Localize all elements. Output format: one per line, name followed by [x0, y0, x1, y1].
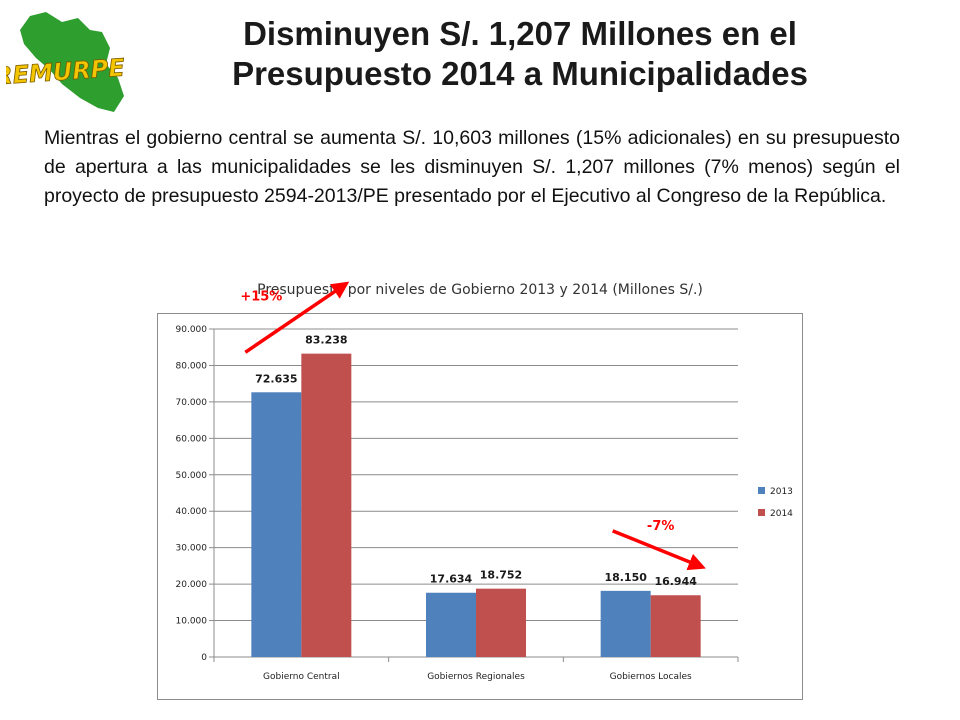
legend-label: 2013 [770, 487, 793, 497]
bar-2014 [301, 353, 352, 657]
change-annotation: +15% [240, 290, 282, 305]
y-tick-label: 30.000 [176, 544, 208, 554]
bar-2013 [251, 392, 302, 657]
change-arrow [612, 529, 706, 571]
y-tick-label: 40.000 [176, 507, 208, 517]
y-tick-label: 0 [201, 653, 207, 663]
y-tick-label: 50.000 [176, 471, 208, 481]
chart-title: Presupuesto por niveles de Gobierno 2013… [257, 282, 703, 298]
data-label: 17.634 [430, 573, 473, 586]
title-line-1: Disminuyen S/. 1,207 Millones en el [243, 15, 797, 52]
y-tick-label: 10.000 [176, 617, 208, 627]
legend-label: 2014 [770, 509, 793, 519]
change-annotation: -7% [647, 519, 674, 534]
change-arrow [244, 281, 350, 354]
x-tick-label: Gobierno Central [263, 672, 340, 682]
data-label: 16.944 [654, 575, 697, 588]
legend-swatch-2014 [758, 509, 765, 516]
x-tick-label: Gobiernos Regionales [427, 672, 525, 682]
remurpe-logo: REMURPE [6, 12, 127, 112]
data-label: 18.150 [604, 571, 647, 584]
bar-2014 [476, 588, 526, 657]
data-label: 83.238 [305, 334, 347, 347]
data-label: 72.635 [255, 372, 297, 385]
legend-swatch-2013 [758, 487, 765, 494]
title-line-2: Presupuesto 2014 a Municipalidades [232, 55, 808, 92]
y-tick-label: 70.000 [176, 398, 208, 408]
page-title: Disminuyen S/. 1,207 Millones en el Pres… [170, 14, 870, 94]
y-tick-label: 90.000 [176, 325, 208, 335]
chart-frame [157, 313, 803, 700]
y-tick-label: 60.000 [176, 434, 208, 444]
bar-2013 [426, 592, 476, 657]
bar-2014 [650, 595, 701, 657]
y-tick-label: 20.000 [176, 580, 208, 590]
y-tick-label: 80.000 [176, 361, 208, 371]
bar-2013 [600, 590, 651, 657]
intro-paragraph: Mientras el gobierno central se aumenta … [44, 127, 900, 207]
x-tick-label: Gobiernos Locales [610, 672, 692, 682]
peru-map-shape [20, 12, 124, 112]
data-label: 18.752 [480, 569, 522, 582]
